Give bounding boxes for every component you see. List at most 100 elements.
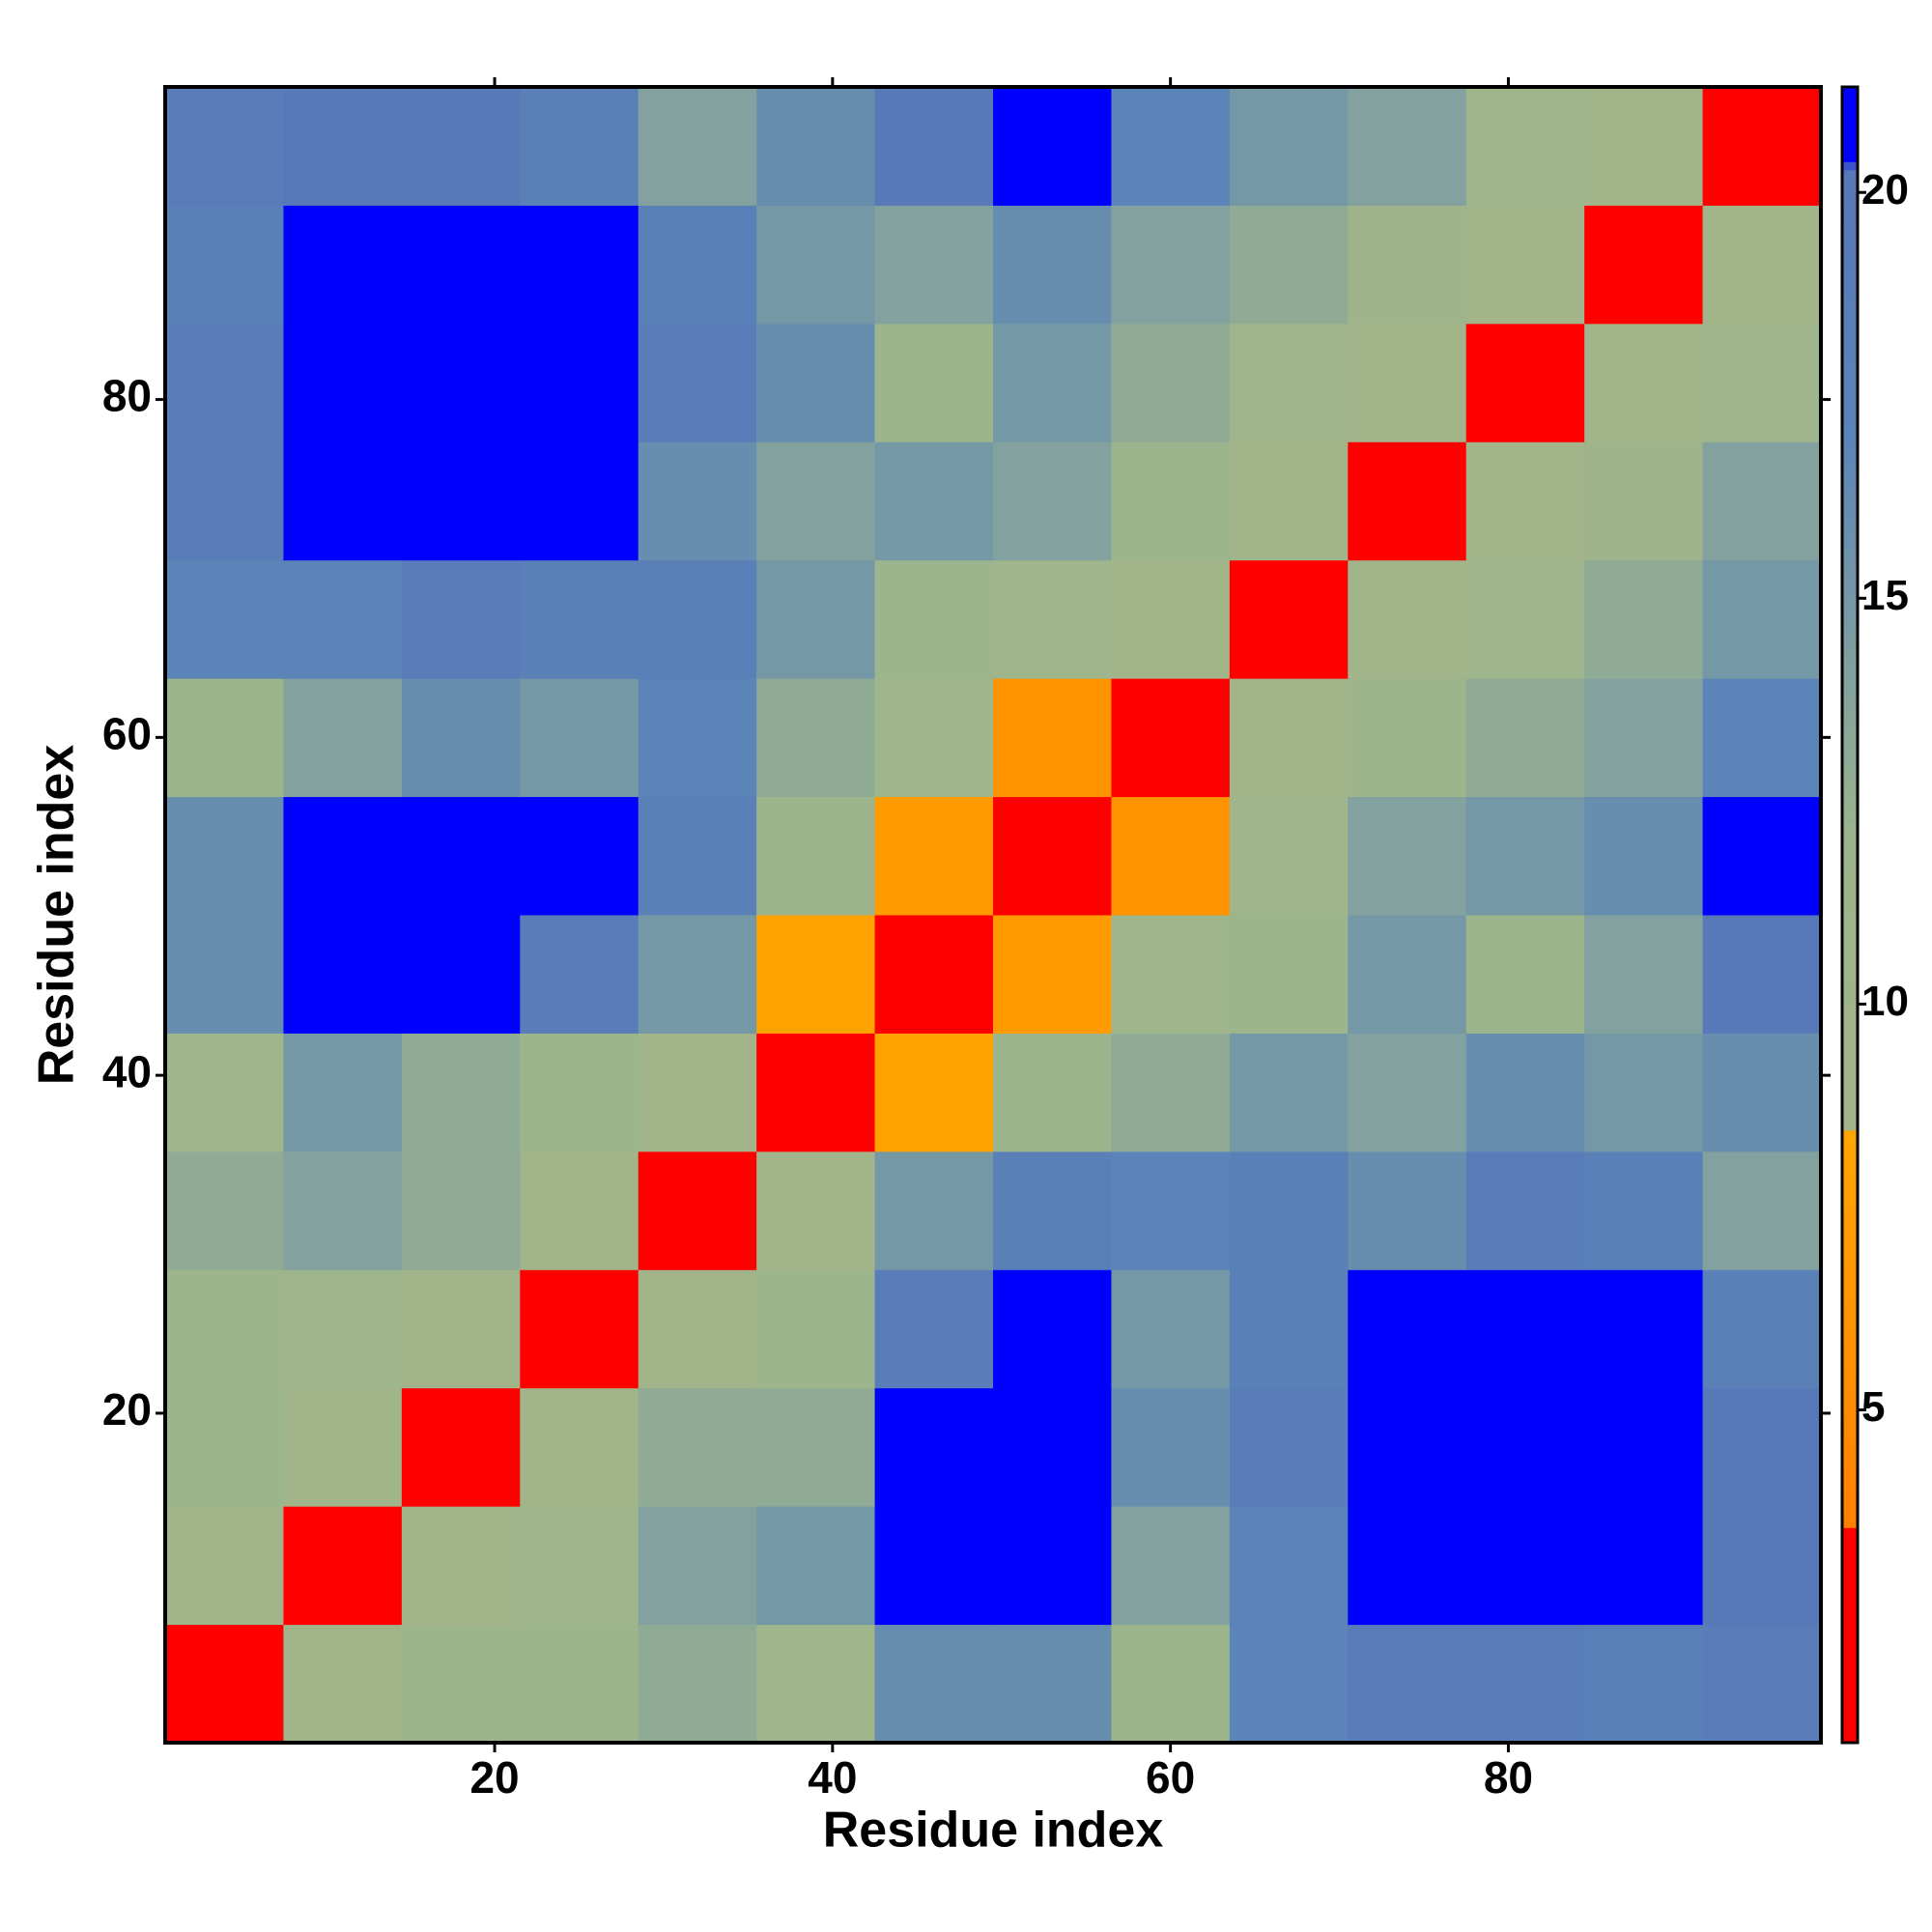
colorbar-segment [1842,517,1858,526]
colorbar-segment [1842,185,1858,196]
colorbar-segment [1842,343,1858,353]
heatmap-cell [638,1269,757,1389]
heatmap-cell [165,915,284,1034]
colorbar-segment [1842,442,1858,452]
colorbar-segment [1842,1701,1858,1711]
colorbar-segment [1842,1709,1858,1719]
colorbar-segment [1842,301,1858,311]
colorbar-segment [1842,567,1858,577]
colorbar-segment [1842,1337,1858,1347]
heatmap-cell [1584,1033,1704,1152]
heatmap-cell [1229,915,1349,1034]
heatmap-cell [520,559,639,679]
heatmap-cell [520,87,639,206]
heatmap-cell [993,1624,1112,1744]
heatmap-cell [756,1624,876,1744]
colorbar-segment [1842,1444,1858,1454]
colorbar-segment [1842,318,1858,328]
y-axis-label: Residue index [29,745,85,1086]
heatmap-cell [1111,678,1231,798]
colorbar-segment [1842,1303,1858,1313]
heatmap-cell [993,1033,1112,1152]
colorbar-segment [1842,1245,1858,1255]
colorbar-segment [1842,1262,1858,1272]
colorbar-segment [1842,1171,1858,1180]
colorbar-segment [1842,666,1858,676]
colorbar-segment [1842,426,1858,436]
colorbar-segment [1842,1527,1858,1537]
heatmap-cell [1702,1624,1822,1744]
colorbar-segment [1842,1676,1858,1686]
colorbar-segment [1842,1270,1858,1280]
heatmap-cell [993,87,1112,206]
colorbar-segment [1842,87,1858,97]
colorbar-segment [1842,468,1858,477]
heatmap-cell [756,1269,876,1389]
colorbar-segment [1842,765,1858,775]
heatmap-cell [993,323,1112,442]
colorbar-segment [1842,1088,1858,1098]
colorbar-segment [1842,716,1858,725]
y-tick-label: 40 [102,1046,152,1096]
heatmap-cell [283,1269,403,1389]
heatmap-cell [520,1033,639,1152]
colorbar-segment [1842,1312,1858,1321]
heatmap-cell [1584,1387,1704,1507]
colorbar-segment [1842,161,1858,171]
heatmap-cell [1584,87,1704,206]
colorbar-segment [1842,923,1858,932]
colorbar-segment [1842,625,1858,635]
colorbar-segment [1842,550,1858,560]
heatmap-cell [520,1151,639,1270]
colorbar-segment [1842,1395,1858,1405]
heatmap-cell [1584,915,1704,1034]
heatmap-cell [756,1506,876,1626]
heatmap-cell [520,205,639,325]
heatmap-cell [401,87,521,206]
heatmap-cell [993,205,1112,325]
colorbar-segment [1842,368,1858,378]
heatmap-cell [1702,1151,1822,1270]
colorbar-segment [1842,897,1858,908]
colorbar-tick-label: 10 [1861,978,1909,1025]
x-tick-label: 40 [808,1752,857,1803]
heatmap-cell [1584,323,1704,442]
heatmap-cell [1111,1151,1231,1270]
colorbar-segment [1842,153,1858,162]
heatmap-cell [874,1387,994,1507]
heatmap-cell [1584,441,1704,561]
heatmap-cell [283,1506,403,1626]
heatmap-cell [401,559,521,679]
heatmap-cell [1584,1506,1704,1626]
colorbar-segment [1842,591,1858,601]
heatmap-cell [874,87,994,206]
colorbar-segment [1842,1006,1858,1015]
heatmap-cell [1702,205,1822,325]
colorbar-segment [1842,931,1858,941]
colorbar-segment [1842,1493,1858,1504]
heatmap-cell [520,1387,639,1507]
heatmap-cell [1348,678,1467,798]
colorbar-segment [1842,839,1858,850]
heatmap-cell [165,1269,284,1389]
heatmap-cell [1702,796,1822,916]
colorbar-segment [1842,120,1858,129]
heatmap-cell [993,1269,1112,1389]
heatmap-cell [1702,87,1822,206]
colorbar-segment [1842,352,1858,361]
heatmap-cell [283,87,403,206]
x-axis-label: Residue index [823,1803,1164,1859]
heatmap-cells [165,87,1822,1744]
heatmap-cell [1465,1506,1585,1626]
heatmap-cell [401,796,521,916]
heatmap-cell [165,1387,284,1507]
colorbar-segment [1842,475,1858,485]
heatmap-cell [401,1624,521,1744]
colorbar-segment [1842,1386,1858,1396]
colorbar-segment [1842,989,1858,999]
heatmap-cell [401,1387,521,1507]
colorbar-segment [1842,1353,1858,1363]
colorbar-segment [1842,980,1858,990]
heatmap-cell [401,1033,521,1152]
